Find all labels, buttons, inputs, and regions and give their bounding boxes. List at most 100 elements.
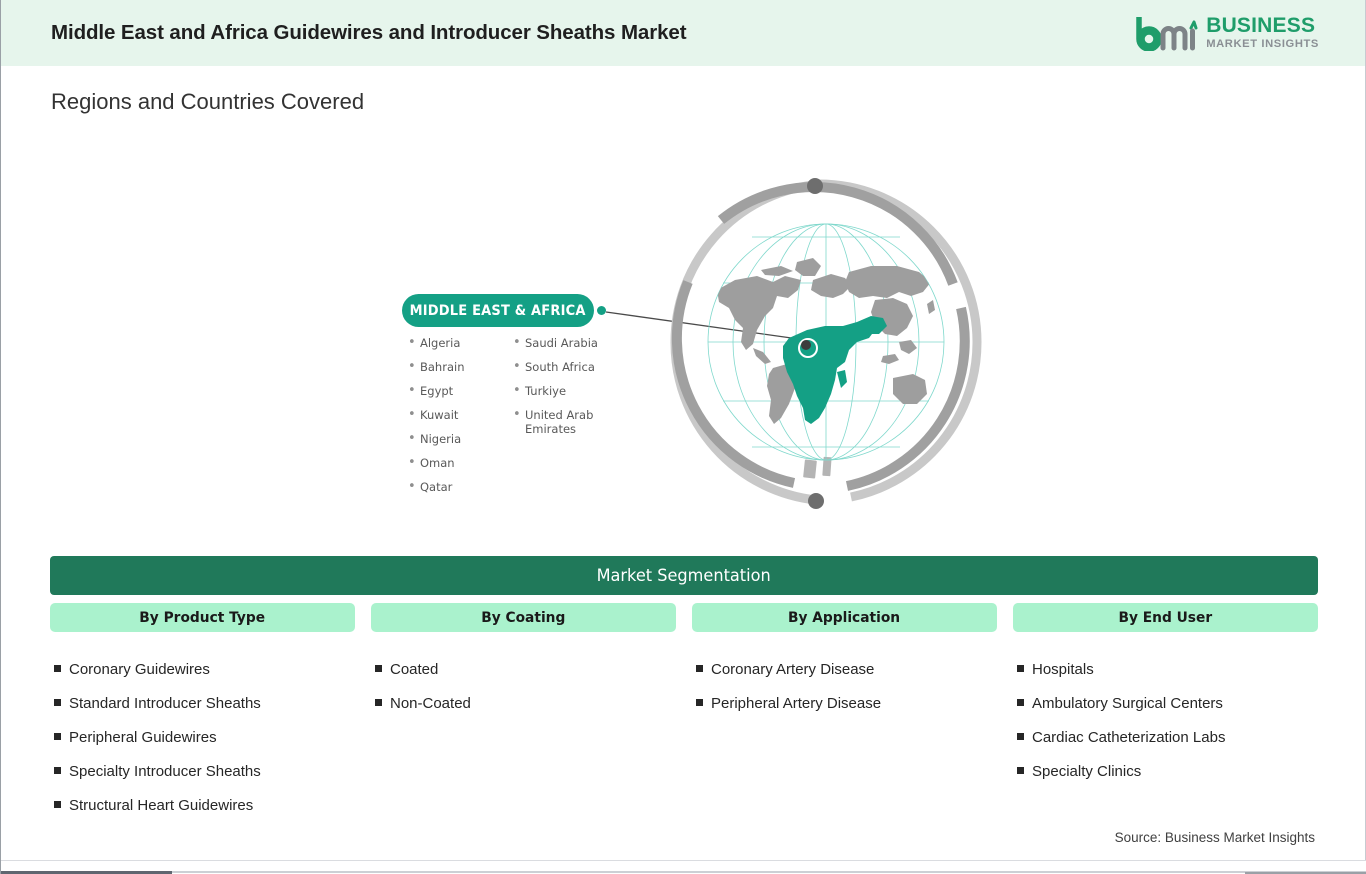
bullet-square-icon — [375, 699, 382, 706]
country-item: • Qatar — [402, 479, 507, 504]
country-label: Kuwait — [420, 408, 459, 422]
bullet-square-icon — [375, 665, 382, 672]
bullet-square-icon — [1017, 733, 1024, 740]
globe-highlight-mea — [783, 316, 887, 424]
bullet-dot-icon: • — [513, 335, 521, 350]
scrollbar-thumb[interactable] — [1, 871, 172, 874]
country-columns: • Algeria • Bahrain • Egypt • Kuwait • N… — [402, 335, 632, 504]
country-item: • Saudi Arabia — [507, 335, 627, 360]
bullet-square-icon — [1017, 767, 1024, 774]
bullet-dot-icon: • — [408, 479, 416, 494]
country-item: • Algeria — [402, 335, 507, 360]
country-column-2: • Saudi Arabia • South Africa • Turkiye … — [507, 335, 627, 504]
country-item: • Turkiye — [507, 383, 627, 408]
list-item: Peripheral Artery Disease — [696, 695, 997, 713]
bullet-dot-icon: • — [513, 383, 521, 398]
list-item-label: Ambulatory Surgical Centers — [1032, 695, 1223, 712]
segmentation-column-end-user: By End User Hospitals Ambulatory Surgica… — [1013, 603, 1318, 831]
globe-graphic — [661, 172, 991, 512]
list-item-label: Peripheral Artery Disease — [711, 695, 882, 712]
country-item: • United Arab Emirates — [507, 407, 627, 456]
bullet-dot-icon: • — [513, 407, 521, 422]
market-segmentation-header: Market Segmentation — [50, 556, 1318, 595]
list-item-label: Hospitals — [1032, 661, 1094, 678]
scrollbar-rail-end — [1245, 872, 1366, 874]
page-title: Middle East and Africa Guidewires and In… — [51, 21, 687, 44]
country-item: • South Africa — [507, 359, 627, 384]
brand-line-1: BUSINESS — [1206, 14, 1316, 38]
brand-wordmark: BUSINESS MARKET INSIGHTS — [1206, 15, 1319, 50]
country-column-1: • Algeria • Bahrain • Egypt • Kuwait • N… — [402, 335, 507, 504]
horizontal-scrollbar[interactable] — [1, 860, 1366, 874]
list-item: Standard Introducer Sheaths — [54, 695, 355, 713]
bullet-square-icon — [1017, 665, 1024, 672]
globe-inner-ring — [671, 182, 970, 491]
country-item: • Kuwait — [402, 407, 507, 432]
country-label: Egypt — [420, 384, 454, 398]
region-pill-label: MIDDLE EAST & AFRICA — [409, 302, 586, 319]
bullet-dot-icon: • — [408, 455, 416, 470]
country-item: • Oman — [402, 455, 507, 480]
country-label: Algeria — [420, 336, 461, 350]
page-header: Middle East and Africa Guidewires and In… — [1, 0, 1365, 67]
list-item-label: Structural Heart Guidewires — [69, 797, 254, 814]
segmentation-pill-product-type[interactable]: By Product Type — [50, 603, 355, 632]
list-item: Hospitals — [1017, 661, 1318, 679]
source-note: Source: Business Market Insights — [1114, 830, 1315, 845]
country-item: • Nigeria — [402, 431, 507, 456]
globe-ring-dashes — [803, 456, 832, 479]
country-label: Bahrain — [420, 360, 465, 374]
segmentation-pill-label: By Product Type — [139, 609, 266, 626]
bullet-dot-icon: • — [408, 359, 416, 374]
country-item: • Bahrain — [402, 359, 507, 384]
segmentation-pill-label: By Application — [788, 609, 901, 626]
list-item-label: Coronary Artery Disease — [711, 661, 875, 678]
list-item-label: Standard Introducer Sheaths — [69, 695, 261, 712]
segmentation-list: Coronary Artery Disease Peripheral Arter… — [692, 661, 997, 713]
list-item: Specialty Clinics — [1017, 763, 1318, 781]
list-item: Coronary Guidewires — [54, 661, 355, 679]
list-item: Coated — [375, 661, 676, 679]
segmentation-list: Coated Non-Coated — [371, 661, 676, 713]
bullet-dot-icon: • — [513, 359, 521, 374]
globe-ring-cap-top — [807, 178, 823, 194]
list-item: Peripheral Guidewires — [54, 729, 355, 747]
country-label: Saudi Arabia — [525, 336, 598, 350]
brand-logo: BUSINESS MARKET INSIGHTS — [1136, 12, 1319, 54]
bullet-square-icon — [54, 767, 61, 774]
bullet-square-icon — [696, 699, 703, 706]
list-item: Specialty Introducer Sheaths — [54, 763, 355, 781]
country-label: Oman — [420, 456, 455, 470]
bullet-square-icon — [54, 801, 61, 808]
bullet-dot-icon: • — [408, 335, 416, 350]
segmentation-pill-application[interactable]: By Application — [692, 603, 997, 632]
section-title: Regions and Countries Covered — [51, 89, 365, 114]
region-pill: MIDDLE EAST & AFRICA — [402, 294, 594, 327]
bullet-square-icon — [54, 665, 61, 672]
segmentation-column-application: By Application Coronary Artery Disease P… — [692, 603, 997, 831]
list-item-label: Peripheral Guidewires — [69, 729, 217, 746]
bmi-logomark-icon — [1136, 15, 1198, 52]
list-item-label: Coated — [390, 661, 439, 678]
list-item: Non-Coated — [375, 695, 676, 713]
list-item: Coronary Artery Disease — [696, 661, 997, 679]
bullet-square-icon — [696, 665, 703, 672]
globe-landmasses — [717, 258, 935, 424]
country-label: United Arab Emirates — [525, 408, 594, 437]
country-label: Qatar — [420, 480, 453, 494]
bullet-square-icon — [54, 699, 61, 706]
brand-line-2: MARKET INSIGHTS — [1206, 38, 1319, 51]
country-label: South Africa — [525, 360, 595, 374]
market-segmentation-title: Market Segmentation — [596, 565, 772, 586]
segmentation-pill-end-user[interactable]: By End User — [1013, 603, 1318, 632]
bullet-square-icon — [1017, 699, 1024, 706]
list-item-label: Coronary Guidewires — [69, 661, 210, 678]
list-item: Ambulatory Surgical Centers — [1017, 695, 1318, 713]
bullet-dot-icon: • — [408, 407, 416, 422]
segmentation-pill-coating[interactable]: By Coating — [371, 603, 676, 632]
segmentation-pill-label: By Coating — [481, 609, 566, 626]
globe-location-marker — [798, 338, 818, 358]
segmentation-column-product-type: By Product Type Coronary Guidewires Stan… — [50, 603, 355, 831]
globe-ring-cap-bottom — [808, 493, 824, 509]
